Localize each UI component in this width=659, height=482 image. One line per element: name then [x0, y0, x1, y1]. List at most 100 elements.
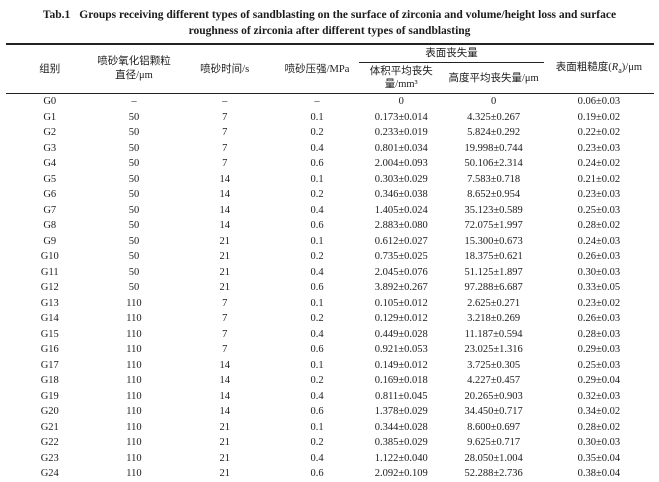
- table-cell: 110: [126, 437, 142, 448]
- table-cell: 0.2: [310, 437, 324, 448]
- table-header: 组别 喷砂氧化铝颗粒 直径/μm 喷砂时间/s 喷砂压强/MPa 表面丧失量 表…: [6, 44, 654, 94]
- table-cell: 14: [219, 173, 230, 185]
- table-cell: –: [131, 96, 137, 107]
- table-cell: G20: [40, 406, 59, 417]
- table-row: G10 50 21 0.2 0.735±0.025 18.375±0.621 0.26±0.…: [6, 249, 654, 265]
- roughness-suffix: )/μm: [621, 61, 642, 73]
- table-cell: 0.2: [310, 313, 324, 324]
- table-cell: 3.892±0.267: [374, 282, 428, 293]
- col-header-particle-diameter: 喷砂氧化铝颗粒 直径/μm: [93, 44, 175, 94]
- roughness-subscript: a: [618, 66, 622, 76]
- table-cell: 0.28±0.02: [577, 421, 621, 433]
- table-cell: 110: [126, 328, 142, 340]
- table-row: G7 50 14 0.4 1.405±0.024 35.123±0.589 0.25±0.0…: [6, 203, 654, 219]
- table-row: G4 50 7 0.6 2.004±0.093 50.106±2.314 0.24±0.02: [6, 156, 654, 172]
- caption-line2: roughness of zirconia after different ty…: [188, 25, 471, 37]
- table-cell: G10: [40, 251, 59, 262]
- table-cell: 0.1: [310, 359, 324, 371]
- table-cell: G12: [40, 282, 59, 293]
- table-cell: 0.346±0.038: [374, 189, 428, 200]
- table-cell: 0.33±0.05: [577, 282, 621, 293]
- table-cell: 0.30±0.03: [577, 266, 621, 278]
- table-cell: G3: [43, 142, 57, 154]
- table-cell: 15.300±0.673: [464, 235, 523, 247]
- table-cell: 0.6: [310, 282, 324, 293]
- table-cell: 50: [128, 266, 140, 278]
- table-cell: 0.4: [310, 204, 324, 216]
- table-cell: 50: [128, 142, 140, 154]
- table-cell: 0.233±0.019: [374, 127, 428, 138]
- table-cell: 0.1: [310, 421, 324, 433]
- table-cell: –: [314, 96, 320, 107]
- table-cell: 110: [126, 468, 142, 479]
- table-cell: 110: [126, 452, 142, 464]
- table-cell: 0.2: [310, 127, 324, 138]
- table-cell: 50: [128, 235, 140, 247]
- table-cell: 50: [128, 251, 140, 262]
- table-cell: 4.227±0.457: [467, 375, 521, 386]
- table-cell: 0.4: [310, 390, 324, 402]
- table-cell: 7: [222, 344, 228, 355]
- table-cell: 0.344±0.028: [374, 421, 428, 433]
- table-cell: 28.050±1.004: [464, 452, 523, 464]
- table-row: G8 50 14 0.6 2.883±0.080 72.075±1.997 0.28±0.0…: [6, 218, 654, 234]
- table-row: G14 110 7 0.2 0.129±0.012 3.218±0.269 0.26±0.0…: [6, 311, 654, 327]
- table-cell: 7: [222, 111, 228, 123]
- col-header-group: 组别: [6, 44, 94, 94]
- table-cell: G8: [43, 220, 57, 231]
- col-header-time: 喷砂时间/s: [174, 44, 275, 94]
- table-cell: G9: [43, 235, 57, 247]
- table-cell: 11.187±0.594: [464, 328, 523, 340]
- table-cell: 0.449±0.028: [374, 328, 428, 340]
- col-header-surface-loss: 表面丧失量: [359, 44, 544, 63]
- table-cell: 21: [219, 235, 230, 247]
- table-cell: 0.169±0.018: [374, 375, 428, 386]
- table-cell: 7: [222, 158, 228, 169]
- table-row: G21 110 21 0.1 0.344±0.028 8.600±0.697 0.28±0.…: [6, 420, 654, 436]
- table-cell: 1.378±0.029: [374, 406, 428, 417]
- col-header-particle-diameter-line1: 喷砂氧化铝颗粒: [97, 56, 171, 67]
- caption-line1: Groups receiving different types of sand…: [79, 9, 617, 21]
- table-cell: 0.06±0.03: [577, 96, 621, 107]
- table-row: G1 50 7 0.1 0.173±0.014 4.325±0.267 0.19±0.02: [6, 110, 654, 126]
- table-row: G15 110 7 0.4 0.449±0.028 11.187±0.594 0.28±0.…: [6, 327, 654, 343]
- table-cell: 52.288±2.736: [464, 468, 523, 479]
- table-cell: 0.26±0.03: [577, 313, 621, 324]
- table-cell: 50: [128, 158, 140, 169]
- table-cell: 18.375±0.621: [464, 251, 523, 262]
- table-cell: 21: [219, 452, 230, 464]
- table-cell: G5: [43, 173, 57, 185]
- table-row: G23 110 21 0.4 1.122±0.040 28.050±1.004 0.35±0…: [6, 451, 654, 467]
- col-header-pressure: 喷砂压强/MPa: [274, 44, 360, 94]
- table-cell: 110: [126, 421, 142, 433]
- table-caption: Tab.1 Groups receiving different types of…: [0, 0, 659, 39]
- table-cell: 110: [126, 344, 142, 355]
- table-cell: 14: [219, 375, 230, 386]
- table-cell: 0.1: [310, 297, 324, 309]
- table-cell: 0.2: [310, 375, 324, 386]
- table-cell: G7: [43, 204, 57, 216]
- table-cell: 9.625±0.717: [467, 437, 521, 448]
- table-cell: 4.325±0.267: [467, 111, 521, 123]
- table-cell: G6: [43, 189, 57, 200]
- table-cell: 8.652±0.954: [467, 189, 521, 200]
- table-cell: 50: [128, 220, 140, 231]
- table-cell: G2: [43, 127, 57, 138]
- table-row: G13 110 7 0.1 0.105±0.012 2.625±0.271 0.23±0.0…: [6, 296, 654, 312]
- table-cell: 0: [490, 96, 497, 107]
- table-cell: 0.38±0.04: [577, 468, 621, 479]
- table-cell: 110: [126, 406, 142, 417]
- table-cell: 0.21±0.02: [577, 173, 621, 185]
- table-cell: 14: [219, 406, 230, 417]
- table-cell: G22: [40, 437, 59, 448]
- table-cell: 0.25±0.03: [577, 204, 621, 216]
- table-body: G0 – – – 0 0 0.06±0.03 G1 50 7 0.1 0.173±0.014 4.325…: [6, 94, 654, 482]
- table-cell: 21: [219, 421, 230, 433]
- table-cell: 2.883±0.080: [374, 220, 428, 231]
- table-cell: G1: [43, 111, 57, 123]
- table-cell: 51.125±1.897: [464, 266, 523, 278]
- table-cell: 0.1: [310, 235, 324, 247]
- table-cell: 14: [219, 390, 230, 402]
- table-cell: 0.149±0.012: [374, 359, 428, 371]
- table-cell: 0.30±0.03: [577, 437, 621, 448]
